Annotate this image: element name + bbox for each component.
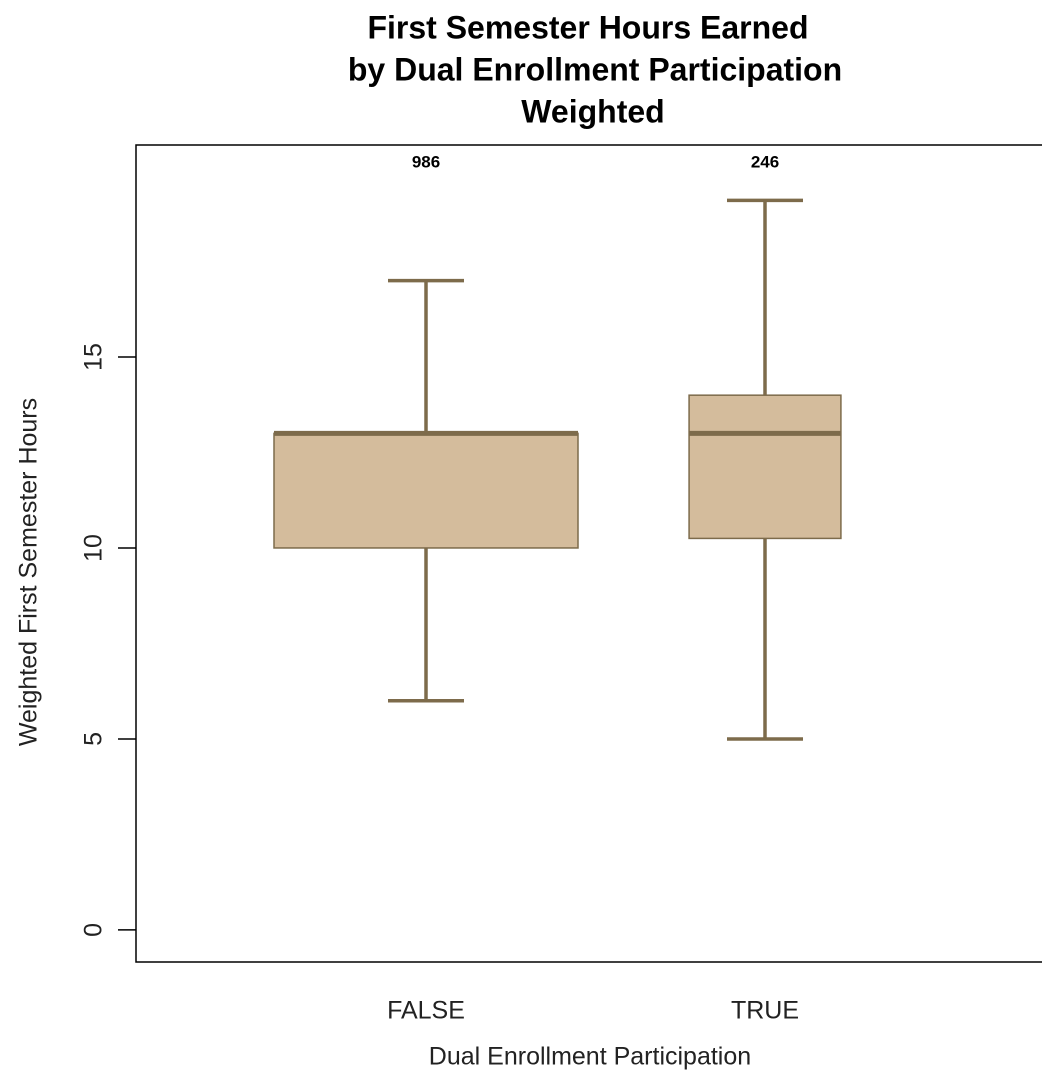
chart-title: Weighted — [521, 93, 664, 129]
y-axis-label: Weighted First Semester Hours — [15, 398, 43, 746]
y-tick-label: 5 — [80, 732, 108, 746]
box — [273, 432, 579, 549]
count-label: 246 — [751, 152, 779, 171]
chart-title: by Dual Enrollment Participation — [348, 51, 842, 87]
x-tick-label: TRUE — [731, 997, 799, 1025]
chart-title: First Semester Hours Earned — [367, 9, 808, 45]
plot-frame — [135, 144, 1042, 963]
box — [688, 394, 842, 540]
y-tick-label: 15 — [80, 343, 108, 371]
y-tick-label: 0 — [80, 923, 108, 937]
y-tick-label: 10 — [80, 534, 108, 562]
x-tick-label: FALSE — [387, 997, 465, 1025]
count-label: 986 — [412, 152, 440, 171]
x-axis-label: Dual Enrollment Participation — [429, 1043, 751, 1071]
